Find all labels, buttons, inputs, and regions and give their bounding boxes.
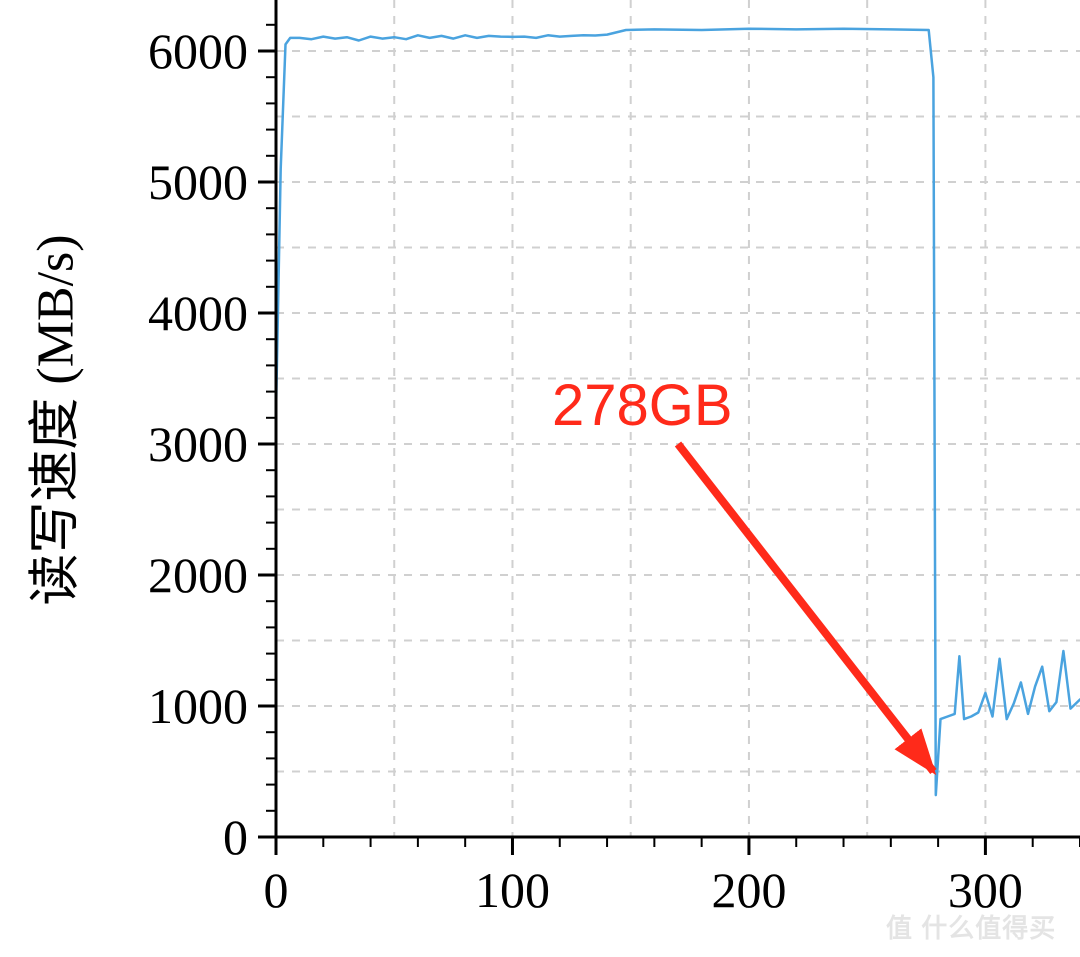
annotation-arrow — [678, 444, 933, 772]
y-tick-label: 6000 — [148, 22, 248, 80]
y-tick-label: 0 — [223, 808, 248, 866]
chart-svg — [0, 0, 1080, 957]
y-axis-label: 读写速度 (MB/s) — [13, 234, 88, 605]
y-tick-label: 3000 — [148, 415, 248, 473]
x-tick-label: 300 — [948, 861, 1023, 919]
y-tick-label: 4000 — [148, 284, 248, 342]
y-tick-label: 1000 — [148, 677, 248, 735]
y-tick-label: 5000 — [148, 153, 248, 211]
x-tick-label: 100 — [475, 861, 550, 919]
y-tick-label: 2000 — [148, 546, 248, 604]
x-tick-label: 0 — [264, 861, 289, 919]
x-tick-label: 200 — [711, 861, 786, 919]
annotation-278gb: 278GB — [552, 372, 733, 439]
chart-container: 读写速度 (MB/s) 278GB 值 什么值得买 01000200030004… — [0, 0, 1080, 957]
